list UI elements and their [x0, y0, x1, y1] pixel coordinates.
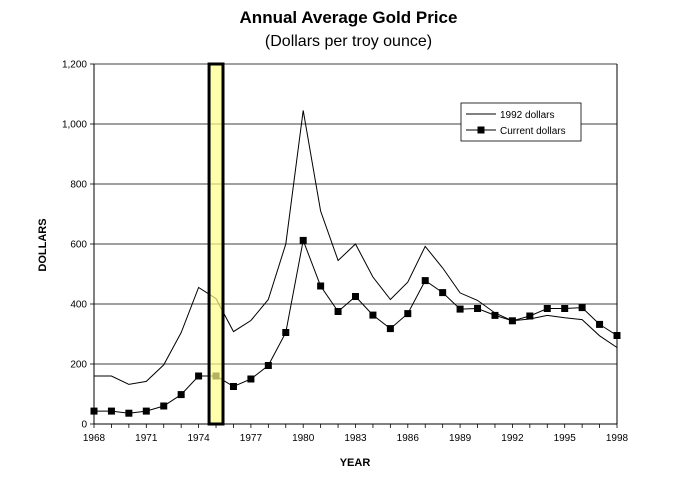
data-point-current-dollars — [264, 362, 272, 369]
x-tick-label: 1989 — [449, 433, 472, 444]
data-point-current-dollars — [352, 293, 359, 300]
y-tick-label: 1,200 — [62, 60, 87, 71]
y-tick-label: 400 — [70, 300, 87, 311]
data-point-current-dollars — [456, 305, 464, 313]
y-tick-label: 200 — [70, 360, 87, 371]
axes — [93, 64, 618, 428]
data-point-current-dollars — [508, 317, 516, 325]
legend-label-1992-dollars: 1992 dollars — [500, 110, 554, 121]
data-point-current-dollars — [125, 409, 133, 417]
x-tick-label: 1998 — [606, 433, 629, 444]
series-line-current-dollars — [94, 238, 618, 414]
data-point-current-dollars — [613, 332, 621, 339]
data-point-current-dollars — [561, 305, 569, 312]
data-point-current-dollars — [474, 305, 482, 312]
data-point-current-dollars — [526, 312, 534, 320]
x-tick-label: 1995 — [554, 433, 577, 444]
legend-marker-current — [477, 126, 485, 134]
data-point-current-dollars — [578, 304, 586, 312]
highlight-band — [207, 62, 225, 426]
data-point-current-dollars — [247, 375, 255, 383]
data-point-current-dollars — [543, 305, 551, 312]
y-tick-label: 600 — [70, 240, 87, 251]
data-point-current-dollars — [421, 277, 429, 285]
x-axis-label: YEAR — [340, 457, 371, 469]
data-point-current-dollars — [282, 329, 290, 336]
data-point-current-dollars — [142, 407, 150, 415]
y-axis-label: DOLLARS — [37, 218, 49, 271]
legend-box — [460, 102, 582, 142]
data-point-current-dollars — [404, 310, 412, 318]
highlight-band-rect — [207, 62, 225, 426]
data-point-current-dollars — [439, 289, 447, 297]
y-tick-label: 1,000 — [62, 120, 87, 131]
data-point-current-dollars — [369, 311, 377, 319]
x-tick-label: 1980 — [292, 433, 315, 444]
x-tick-label: 1992 — [501, 433, 524, 444]
series-layer — [90, 110, 621, 417]
data-point-current-dollars — [229, 383, 237, 390]
legend-label-current-dollars: Current dollars — [500, 126, 566, 137]
x-tick-label: 1977 — [240, 433, 263, 444]
data-point-current-dollars — [386, 325, 394, 333]
data-point-current-dollars — [596, 320, 604, 328]
data-point-current-dollars — [317, 282, 325, 290]
x-tick-label: 1971 — [135, 433, 158, 444]
data-point-current-dollars — [107, 407, 115, 415]
y-tick-label: 800 — [70, 180, 87, 191]
legend: 1992 dollars Current dollars — [460, 102, 582, 142]
y-tick-label: 0 — [81, 420, 87, 431]
data-point-current-dollars — [177, 391, 185, 399]
data-point-current-dollars — [299, 236, 307, 244]
chart-title: Annual Average Gold Price — [239, 8, 458, 27]
data-point-current-dollars — [491, 311, 499, 319]
x-tick-label: 1983 — [344, 433, 367, 444]
data-point-current-dollars — [160, 402, 168, 410]
series-line-1992-dollars — [94, 110, 618, 385]
x-tick-labels: 1968 1971 1974 1977 1980 1983 1986 1989 1992 1995… — [83, 433, 629, 444]
x-tick-label: 1974 — [187, 433, 210, 444]
x-tick-label: 1968 — [83, 433, 106, 444]
y-tick-labels: 0 200 400 600 800 1,000 1,200 — [62, 60, 87, 431]
data-point-current-dollars — [90, 407, 98, 415]
data-point-current-dollars — [195, 372, 203, 380]
data-point-current-dollars — [334, 308, 342, 315]
chart-subtitle: (Dollars per troy ounce) — [264, 33, 433, 50]
x-tick-label: 1986 — [397, 433, 420, 444]
